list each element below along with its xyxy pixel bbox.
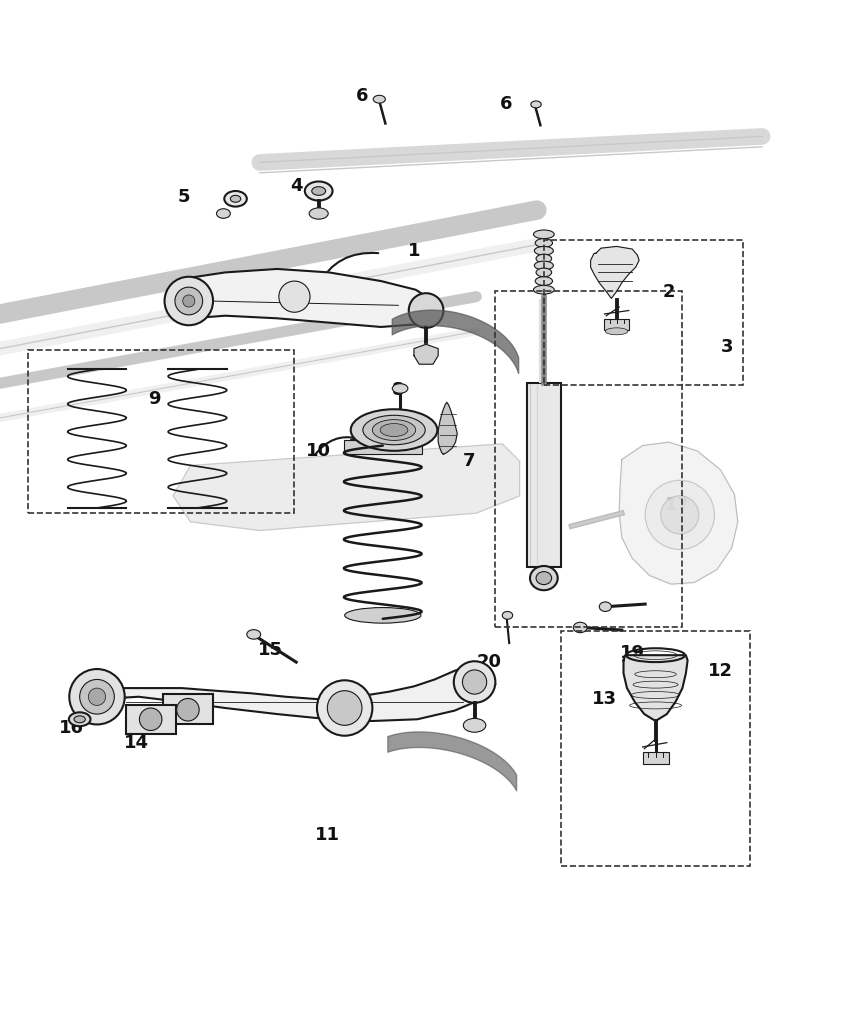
Ellipse shape [230, 196, 241, 202]
Bar [527, 383, 561, 567]
Ellipse shape [345, 607, 421, 624]
Text: 8: 8 [392, 381, 404, 400]
Polygon shape [71, 665, 495, 721]
Ellipse shape [380, 424, 408, 437]
Ellipse shape [309, 208, 328, 219]
Polygon shape [624, 655, 688, 721]
Circle shape [279, 282, 310, 312]
Circle shape [69, 669, 125, 724]
Circle shape [462, 670, 487, 694]
Ellipse shape [74, 715, 85, 722]
Polygon shape [173, 444, 520, 531]
Text: 15: 15 [258, 641, 282, 659]
Circle shape [454, 661, 495, 703]
Text: 3: 3 [721, 338, 734, 356]
Circle shape [317, 680, 372, 736]
Circle shape [80, 679, 114, 714]
Ellipse shape [351, 410, 437, 451]
Ellipse shape [535, 276, 553, 286]
Circle shape [88, 688, 106, 705]
Bar [604, 319, 629, 330]
Text: 10: 10 [307, 442, 331, 460]
Circle shape [183, 295, 195, 307]
Circle shape [139, 708, 162, 731]
Text: 11: 11 [315, 826, 339, 845]
Circle shape [645, 480, 714, 550]
Ellipse shape [605, 328, 628, 335]
Polygon shape [598, 248, 639, 282]
Text: 5: 5 [178, 188, 190, 206]
Ellipse shape [463, 718, 486, 733]
Ellipse shape [363, 416, 425, 445]
Text: 6: 6 [501, 96, 513, 113]
Bar [495, 292, 682, 628]
Ellipse shape [502, 611, 513, 620]
Bar [28, 350, 294, 514]
Text: 14: 14 [125, 734, 149, 752]
Bar [344, 440, 422, 454]
Polygon shape [414, 344, 438, 364]
Bar [643, 752, 669, 764]
Ellipse shape [68, 712, 90, 726]
Ellipse shape [533, 230, 554, 239]
Ellipse shape [305, 182, 333, 201]
Text: 13: 13 [592, 690, 617, 708]
Ellipse shape [535, 239, 553, 247]
Ellipse shape [536, 572, 552, 584]
Ellipse shape [372, 420, 416, 440]
Ellipse shape [599, 602, 611, 611]
Ellipse shape [392, 383, 408, 394]
Bar [544, 239, 743, 385]
Ellipse shape [224, 191, 247, 207]
Text: 6: 6 [356, 87, 368, 105]
Ellipse shape [534, 261, 553, 269]
Ellipse shape [373, 95, 385, 103]
Circle shape [165, 276, 213, 325]
Text: 19: 19 [620, 645, 644, 663]
Text: 18: 18 [526, 384, 552, 403]
Bar [561, 631, 750, 867]
Ellipse shape [534, 246, 553, 255]
Bar [126, 704, 176, 734]
Ellipse shape [247, 630, 261, 639]
Polygon shape [619, 442, 738, 584]
Ellipse shape [536, 268, 552, 276]
Ellipse shape [530, 566, 558, 590]
Circle shape [177, 698, 199, 721]
Bar [163, 694, 213, 724]
Text: 1: 1 [408, 242, 420, 259]
Circle shape [327, 691, 362, 725]
Text: 17: 17 [665, 495, 689, 514]
Text: 4: 4 [290, 177, 302, 195]
Circle shape [175, 288, 203, 315]
Circle shape [661, 495, 699, 534]
Text: 16: 16 [59, 719, 83, 737]
Ellipse shape [533, 286, 554, 294]
Polygon shape [591, 246, 639, 299]
Polygon shape [438, 403, 457, 454]
Ellipse shape [531, 101, 541, 108]
Text: 7: 7 [463, 452, 475, 470]
Text: 20: 20 [477, 653, 501, 671]
Circle shape [409, 294, 443, 328]
Text: 2: 2 [662, 284, 675, 302]
Ellipse shape [216, 209, 230, 218]
Ellipse shape [573, 623, 587, 633]
Ellipse shape [312, 187, 326, 196]
Text: 9: 9 [148, 389, 160, 408]
Ellipse shape [536, 254, 552, 263]
Text: 12: 12 [708, 662, 733, 680]
Polygon shape [173, 269, 437, 327]
